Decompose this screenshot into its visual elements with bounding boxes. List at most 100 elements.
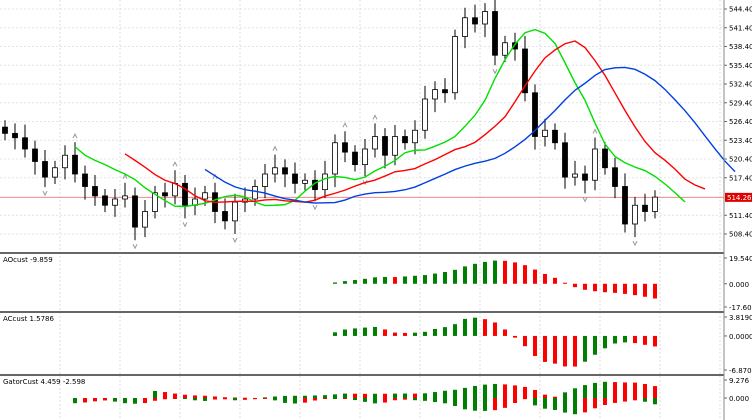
- histogram-bar-down: [383, 329, 387, 336]
- histogram-bar-up: [353, 280, 357, 284]
- histogram-bar-up: [453, 398, 457, 406]
- histogram-bar-up: [333, 394, 337, 398]
- histogram-bar-down: [103, 398, 107, 401]
- histogram-bar-up: [463, 318, 467, 336]
- histogram-bar-up: [363, 327, 367, 336]
- histogram-bar-up: [493, 260, 497, 284]
- histogram-bar-up: [613, 335, 617, 344]
- candle-bullish: [392, 136, 398, 156]
- histogram-bar-up: [313, 395, 317, 398]
- candle-bullish: [632, 204, 638, 225]
- fractal-down-arrow-icon: [42, 190, 48, 197]
- histogram-bar-up: [203, 398, 207, 401]
- fractal-down-arrow-icon: [132, 244, 138, 250]
- histogram-bar-down: [653, 283, 657, 299]
- histogram-bar-up: [433, 398, 437, 403]
- histogram-bar-up: [473, 385, 477, 398]
- histogram-bar-down: [493, 322, 497, 336]
- histogram-bar-down: [513, 262, 517, 284]
- histogram-bar-down: [593, 283, 597, 292]
- price-tick-label: 523.40: [729, 137, 752, 145]
- histogram-bar-down: [223, 397, 227, 399]
- alligator-lips-line: [74, 28, 686, 208]
- histogram-bar-down: [573, 283, 577, 288]
- histogram-bar-down: [633, 398, 637, 401]
- histogram-bar-up: [493, 383, 497, 398]
- histogram-bar-up: [73, 398, 77, 404]
- candle-bullish: [152, 192, 158, 212]
- histogram-bar-down: [93, 398, 97, 402]
- indicator-tick-label: 19.540: [729, 255, 752, 263]
- fractal-down-arrow-icon: [582, 197, 588, 203]
- histogram-bar-up: [593, 335, 597, 355]
- candle-bullish: [572, 173, 578, 178]
- histogram-bar-up: [343, 281, 347, 284]
- candle-bearish: [622, 186, 628, 225]
- fractal-up-arrow-icon: [172, 161, 178, 167]
- histogram-bar-down: [173, 393, 177, 398]
- candle-bearish: [22, 137, 28, 150]
- histogram-bar-up: [553, 398, 557, 411]
- candle-bearish: [402, 136, 408, 144]
- histogram-bar-up: [373, 398, 377, 404]
- histogram-bar-up: [653, 398, 657, 405]
- candle-bearish: [492, 11, 498, 56]
- histogram-bar-up: [563, 392, 567, 398]
- histogram-bar-down: [613, 398, 617, 403]
- histogram-bar-up: [433, 273, 437, 284]
- histogram-bar-up: [463, 398, 467, 410]
- indicator-label: AOcust -9.859: [3, 256, 53, 264]
- histogram-bar-up: [353, 328, 357, 336]
- histogram-bar-down: [143, 398, 147, 404]
- histogram-bar-down: [633, 382, 637, 398]
- price-tick-label: 532.40: [729, 81, 752, 89]
- histogram-bar-down: [403, 332, 407, 336]
- histogram-bar-up: [483, 261, 487, 284]
- indicator-tick-label: -17.609: [729, 304, 752, 312]
- candle-bearish: [642, 204, 648, 212]
- price-tick-label: 535.40: [729, 62, 752, 70]
- indicator-label: GatorCust 4.459 -2.598: [3, 378, 85, 386]
- histogram-bar-up: [353, 398, 357, 401]
- histogram-bar-down: [653, 335, 657, 347]
- histogram-bar-down: [253, 398, 257, 400]
- histogram-bar-up: [583, 335, 587, 362]
- candle-bearish: [32, 148, 38, 162]
- candle-bullish: [122, 195, 128, 200]
- candle-bearish: [582, 173, 588, 181]
- candle-bullish: [432, 89, 438, 100]
- histogram-bar-down: [213, 396, 217, 398]
- histogram-bar-up: [463, 387, 467, 398]
- histogram-bar-down: [533, 269, 537, 284]
- histogram-bar-up: [463, 266, 467, 284]
- histogram-bar-up: [543, 398, 547, 409]
- histogram-bar-down: [523, 265, 527, 284]
- alligator-jaw-line: [204, 66, 736, 204]
- histogram-bar-down: [303, 398, 307, 403]
- histogram-bar-down: [623, 382, 627, 398]
- histogram-bar-down: [623, 398, 627, 402]
- histogram-bar-down: [553, 335, 557, 364]
- histogram-bar-down: [353, 393, 357, 398]
- histogram-bar-up: [233, 398, 237, 401]
- candle-bearish: [442, 89, 448, 94]
- current-price-label: 514.26: [727, 194, 752, 202]
- histogram-bar-up: [443, 398, 447, 404]
- candle-bullish: [452, 36, 458, 94]
- histogram-bar-up: [423, 398, 427, 401]
- candle-bearish: [292, 173, 298, 184]
- candle-bullish: [262, 173, 268, 187]
- histogram-bar-down: [483, 319, 487, 336]
- histogram-bar-up: [373, 277, 377, 284]
- fractal-down-arrow-icon: [232, 237, 238, 244]
- histogram-bar-up: [153, 390, 157, 398]
- histogram-bar-up: [483, 398, 487, 411]
- indicator-tick-label: 0.000: [729, 281, 749, 289]
- fractal-down-arrow-icon: [312, 204, 318, 211]
- candle-bullish: [62, 154, 68, 169]
- histogram-bar-down: [583, 283, 587, 290]
- candle-bullish: [422, 98, 428, 131]
- candle-bearish: [92, 186, 98, 197]
